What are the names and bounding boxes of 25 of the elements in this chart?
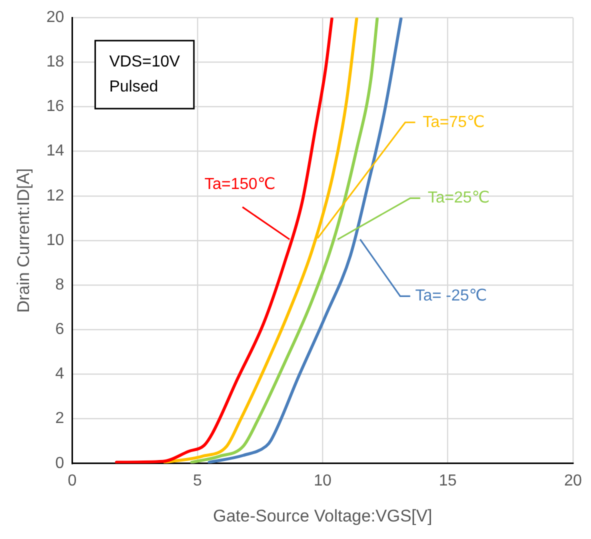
y-tick-label: 6 — [55, 321, 64, 338]
y-tick-label: 8 — [55, 276, 64, 294]
text: Ta= -25℃ — [415, 288, 488, 305]
y-tick-label: 14 — [46, 142, 64, 160]
y-tick-label: 18 — [46, 54, 64, 71]
series-label: Ta=150℃ — [204, 176, 276, 194]
x-tick-label: 5 — [192, 472, 202, 490]
y-tick-label: 4 — [55, 366, 64, 383]
y-tick-label: 20 — [46, 9, 64, 26]
x-tick-label: 0 — [68, 472, 77, 490]
y-axis-title: Drain Current:ID[A] — [14, 168, 33, 313]
x-axis-title: Gate-Source Voltage:VGS[V] — [212, 506, 432, 526]
x-tick-label: 15 — [438, 472, 457, 490]
annotation: Pulsed — [109, 78, 158, 96]
x-tick-label: 20 — [564, 472, 582, 490]
line-series — [190, 18, 379, 464]
x-tick-label: 10 — [314, 472, 332, 490]
y-tick-label: 0 — [55, 454, 64, 472]
y-tick-label: 10 — [46, 232, 64, 249]
y-tick-label: 2 — [55, 410, 64, 428]
y-tick-label: 12 — [46, 187, 64, 204]
annotation: VDS=10V — [109, 54, 180, 71]
y-tick-label: 16 — [46, 98, 64, 116]
text: Ta=25℃ — [428, 190, 490, 207]
text: Ta=75℃ — [422, 114, 485, 131]
